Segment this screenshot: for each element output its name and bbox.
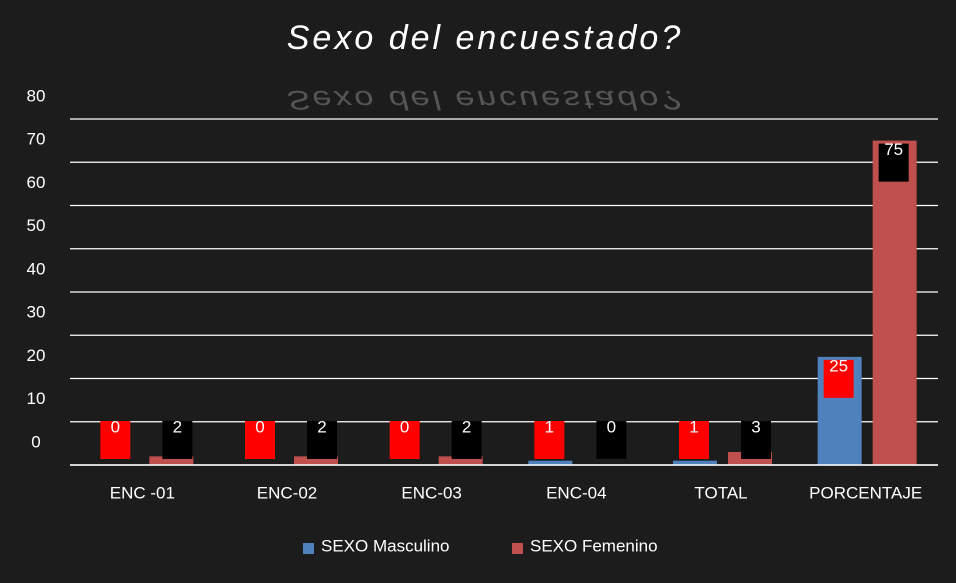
data-label: 1 <box>545 417 554 436</box>
x-tick-label: PORCENTAJE <box>809 483 922 502</box>
data-label: 0 <box>111 417 120 436</box>
data-label: 25 <box>829 356 848 375</box>
data-label-box <box>534 421 565 459</box>
data-label: 0 <box>255 417 264 436</box>
x-tick-label: TOTAL <box>694 483 747 502</box>
data-label: 0 <box>607 417 616 436</box>
y-tick-label: 80 <box>27 86 46 105</box>
data-label-box <box>878 143 909 182</box>
data-label-box <box>451 421 482 459</box>
bar <box>438 456 483 465</box>
bar <box>673 460 717 465</box>
y-tick-label: 40 <box>27 259 46 278</box>
bar <box>294 456 338 465</box>
data-label-box <box>162 421 193 459</box>
legend-label: SEXO Masculino <box>321 536 450 555</box>
bar <box>872 140 917 465</box>
y-tick-label: 0 <box>31 432 40 451</box>
data-label: 3 <box>751 417 760 436</box>
bar <box>149 456 194 465</box>
legend-label: SEXO Femenino <box>530 536 658 555</box>
data-label-box <box>245 421 275 459</box>
data-label: 2 <box>317 417 326 436</box>
data-label: 2 <box>462 417 471 436</box>
data-label: 2 <box>173 417 182 436</box>
x-tick-label: ENC-02 <box>257 483 317 502</box>
bar <box>528 460 573 465</box>
y-tick-label: 10 <box>27 389 46 408</box>
data-label-box <box>100 421 131 459</box>
x-tick-label: ENC-03 <box>401 483 461 502</box>
y-tick-label: 20 <box>27 346 46 365</box>
y-tick-label: 60 <box>27 173 46 192</box>
chart-title: Sexo del encuestado? <box>287 19 683 57</box>
y-tick-label: 70 <box>27 130 46 149</box>
legend-swatch <box>512 543 523 554</box>
x-tick-label: ENC -01 <box>110 483 175 502</box>
data-label-box <box>823 359 854 398</box>
legend-swatch <box>303 543 314 554</box>
data-label-box <box>741 421 771 459</box>
data-label-box <box>307 421 337 459</box>
y-tick-label: 50 <box>27 216 46 235</box>
data-label: 1 <box>689 417 698 436</box>
data-label: 75 <box>884 140 903 159</box>
data-label: 0 <box>400 417 409 436</box>
data-label-box <box>389 421 420 459</box>
data-label-box <box>679 421 709 459</box>
x-tick-label: ENC-04 <box>546 483 606 502</box>
y-tick-label: 30 <box>27 303 46 322</box>
data-label-box <box>596 421 627 459</box>
title-reflection: Sexo del encuestado? <box>287 85 683 116</box>
